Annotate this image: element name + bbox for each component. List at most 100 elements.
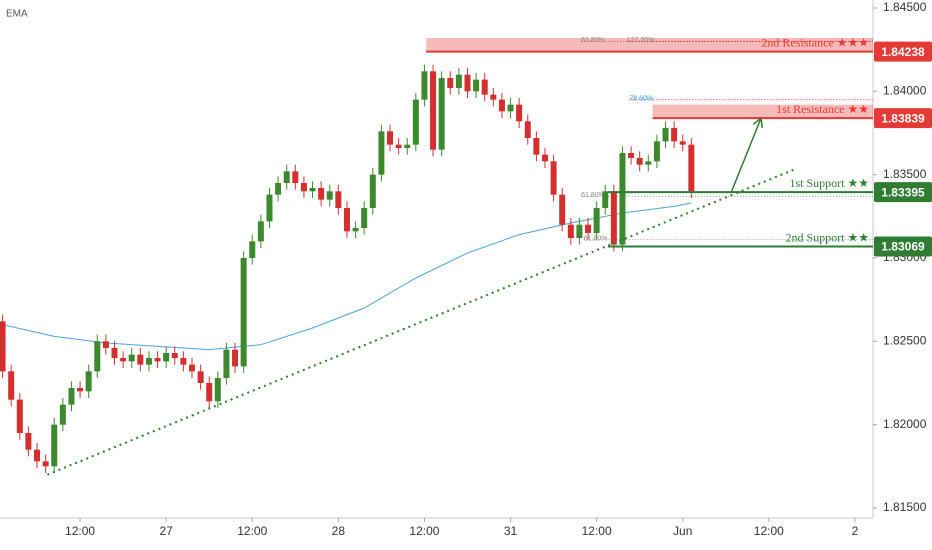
candle-body [593, 208, 600, 233]
candle-body [111, 348, 118, 358]
x-tick-label: 27 [159, 524, 173, 538]
candle-body [249, 241, 256, 258]
candle-body [318, 188, 325, 200]
candle-body [128, 354, 135, 362]
candle-body [25, 433, 32, 450]
candle-body [645, 161, 652, 165]
x-tick-label: 12:00 [582, 524, 612, 538]
x-tick-label: 12:00 [409, 524, 439, 538]
candle-body [541, 154, 548, 162]
x-tick-label: 12:00 [237, 524, 267, 538]
candle-body [309, 188, 316, 192]
x-tick-label: 12:00 [65, 524, 95, 538]
candle-body [636, 158, 643, 165]
y-tick-label: 1.82500 [883, 334, 927, 348]
indicator-label: EMA [6, 9, 28, 20]
candle-body [240, 258, 247, 367]
candle-body [602, 191, 609, 208]
y-tick-label: 1.81500 [883, 500, 927, 514]
x-tick-label: 2 [852, 524, 859, 538]
y-tick-label: 1.84500 [883, 0, 927, 14]
arrow-shaft [730, 117, 762, 194]
candle-body [275, 183, 282, 195]
candle-body [688, 144, 695, 192]
candle-body [292, 171, 299, 183]
candle-body [404, 144, 411, 148]
candle-body [438, 78, 445, 150]
trendline [46, 168, 795, 476]
price-tag [874, 41, 932, 62]
candle-body [516, 104, 523, 122]
candle-body [361, 208, 368, 228]
price-tag-label: 1.83069 [881, 240, 925, 254]
price-tag-label: 1.83839 [881, 111, 925, 125]
fib-label: 61.80% [581, 37, 605, 44]
candle-body [266, 194, 273, 222]
candle-body [662, 128, 669, 142]
candle-body [85, 371, 92, 392]
candle-body [171, 353, 178, 358]
candle-body [59, 404, 66, 425]
price-tag [874, 182, 932, 203]
y-tick-label: 1.82000 [883, 417, 927, 431]
candle-body [68, 388, 75, 405]
level-name: 2nd Support ★★ [785, 230, 869, 244]
candle-body [257, 221, 264, 242]
x-tick-label: 28 [332, 524, 346, 538]
candle-body [343, 208, 350, 232]
candle-body [653, 141, 660, 162]
fib-label: 61.80% [584, 236, 608, 243]
candle-body [507, 104, 514, 112]
level-name: 1st Resistance ★★ [776, 102, 869, 116]
candle-body [102, 341, 109, 348]
candle-body [550, 161, 557, 195]
candle-body [567, 224, 574, 238]
candle-body [197, 371, 204, 383]
candle-body [326, 191, 333, 200]
price-tag-label: 1.84238 [881, 45, 925, 59]
candle-body [378, 131, 385, 175]
candle-body [481, 79, 488, 95]
candle-body [0, 321, 6, 372]
candle-body [473, 79, 480, 92]
candle-body [51, 424, 58, 467]
candle-body [412, 99, 419, 145]
candle-body [145, 358, 152, 365]
candle-body [232, 349, 239, 367]
fib-label: 127.20% [627, 37, 655, 44]
level-name: 2nd Resistance ★★★ [761, 35, 869, 49]
candle-body [447, 78, 454, 88]
candle-body [94, 341, 101, 372]
candle-body [369, 174, 376, 208]
candle-body [137, 354, 144, 365]
candle-body [180, 358, 187, 365]
candle-body [559, 194, 566, 225]
x-tick-label: Jun [673, 524, 692, 538]
candle-body [214, 378, 221, 402]
x-tick-label: 31 [504, 524, 518, 538]
candle-body [610, 191, 617, 245]
candle-body [8, 371, 15, 400]
candle-body [628, 153, 635, 158]
candle-body [455, 74, 462, 88]
candle-body [223, 349, 230, 378]
candle-body [464, 74, 471, 92]
fib-label: 78.60% [629, 96, 653, 103]
candle-body [585, 224, 592, 233]
candle-body [524, 121, 531, 138]
candle-body [120, 358, 127, 362]
candle-body [395, 144, 402, 148]
candle-body [533, 138, 540, 155]
candle-body [42, 461, 49, 467]
candle-body [490, 94, 497, 100]
candle-body [576, 224, 583, 238]
candle-body [188, 364, 195, 372]
y-tick-label: 1.84000 [883, 84, 927, 98]
candle-body [335, 191, 342, 208]
candle-body [679, 141, 686, 145]
price-tag [874, 236, 932, 257]
y-tick-label: 1.83500 [883, 167, 927, 181]
candle-body [387, 131, 394, 145]
